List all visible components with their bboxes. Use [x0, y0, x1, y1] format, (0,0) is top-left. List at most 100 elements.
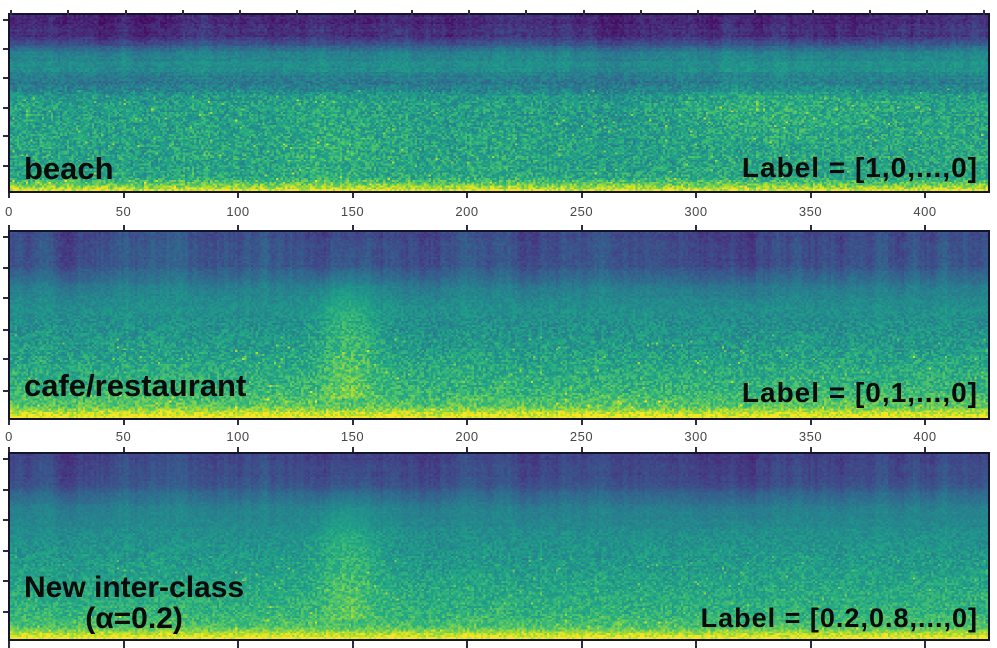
x-axis-tick-label: 0	[5, 429, 13, 444]
x-axis-row-bottom	[8, 641, 990, 648]
x-axis-tick	[351, 420, 354, 425]
left-tick	[3, 390, 8, 392]
top-minor-tick	[811, 10, 814, 15]
top-minor-tick	[67, 10, 70, 15]
x-axis-tick	[809, 447, 812, 452]
x-axis-tick	[466, 193, 468, 198]
x-axis-tick	[351, 447, 354, 452]
x-axis-tick	[466, 225, 468, 230]
spectrogram-panel-mix: New inter-class (α=0.2) Label = [0.2,0.8…	[3, 452, 990, 641]
left-tick	[3, 458, 8, 460]
x-axis-tick	[8, 225, 10, 230]
x-axis-tick	[466, 420, 468, 425]
x-axis-tick	[924, 420, 926, 425]
x-axis-tick	[237, 641, 239, 648]
top-minor-tick	[983, 10, 986, 15]
x-axis-tick	[924, 641, 926, 648]
spectrogram-panel-beach: beach Label = [1,0,...,0]	[3, 10, 990, 193]
x-axis-row-2: 0 50 100 150 200 250 300 350 400	[5, 420, 990, 452]
x-axis-row-1: 0 50 100 150 200 250 300 350 400	[5, 193, 990, 230]
top-minor-tick	[410, 10, 413, 15]
x-axis-tick	[466, 641, 468, 648]
spectrogram-canvas-beach	[10, 15, 988, 191]
left-tick	[3, 236, 8, 238]
left-tick	[3, 19, 8, 21]
x-axis-tick-label: 100	[226, 204, 250, 219]
top-minor-tick	[296, 10, 299, 15]
top-minor-tick	[639, 10, 642, 15]
top-minor-tick	[10, 10, 12, 15]
left-tick	[3, 135, 8, 137]
x-axis-tick	[122, 641, 125, 648]
x-axis-tick-label: 150	[340, 429, 365, 444]
top-minor-tick	[868, 10, 871, 15]
label-vector-cafe: Label = [0,1,...,0]	[741, 376, 978, 408]
x-axis-tick	[924, 225, 926, 230]
x-axis-tick	[122, 193, 125, 198]
top-minor-tick	[697, 10, 699, 15]
x-axis-tick	[237, 225, 239, 230]
x-axis-tick	[8, 641, 10, 648]
top-minor-tick	[926, 10, 928, 15]
class-caption-cafe: cafe/restaurant	[24, 367, 247, 403]
left-tick	[3, 611, 8, 613]
x-axis-tick	[580, 193, 583, 198]
x-axis-tick	[351, 225, 354, 230]
left-tick	[3, 107, 8, 109]
top-minor-tick	[754, 10, 757, 15]
x-axis-tick	[122, 420, 125, 425]
x-axis-tick-label: 400	[913, 204, 937, 219]
x-axis-tick	[695, 641, 697, 648]
x-axis-tick	[809, 225, 812, 230]
top-minor-tick	[124, 10, 127, 15]
x-axis-tick	[580, 641, 583, 648]
left-tick	[3, 77, 8, 79]
class-caption-mix-line1: New inter-class	[24, 570, 245, 604]
x-axis-tick	[237, 193, 239, 198]
x-axis-tick-label: 300	[684, 204, 708, 219]
x-axis-tick-label: 50	[115, 429, 132, 444]
x-axis-tick	[122, 225, 125, 230]
x-axis-tick	[695, 447, 697, 452]
x-axis-tick	[8, 447, 10, 452]
left-tick	[3, 165, 8, 167]
x-axis-tick-label: 100	[226, 429, 250, 444]
x-axis-tick	[8, 420, 10, 425]
x-axis-tick-label: 250	[569, 429, 594, 444]
x-axis-tick-label: 250	[569, 204, 594, 219]
x-axis-tick-label: 300	[684, 429, 708, 444]
class-caption-mix: New inter-class (α=0.2)	[24, 570, 245, 635]
x-axis-tick-label: 150	[340, 204, 365, 219]
label-vector-mix: Label = [0.2,0.8,...,0]	[700, 602, 978, 633]
spectrogram-canvas-cafe	[10, 232, 988, 418]
left-tick	[3, 550, 8, 552]
class-caption-beach: beach	[24, 150, 114, 186]
x-axis-tick-label: 400	[913, 429, 937, 444]
label-vector-beach: Label = [1,0,...,0]	[741, 151, 978, 183]
top-minor-tick	[239, 10, 241, 15]
top-minor-tick	[525, 10, 528, 15]
left-tick	[3, 489, 8, 491]
class-caption-mix-line2: (α=0.2)	[85, 601, 183, 635]
x-axis-tick-label: 200	[455, 204, 479, 219]
x-axis-tick	[580, 225, 583, 230]
left-tick	[3, 297, 8, 299]
top-minor-tick	[181, 10, 184, 15]
left-tick	[3, 48, 8, 50]
x-axis-tick	[122, 447, 125, 452]
x-axis-tick	[351, 193, 354, 198]
left-tick	[3, 580, 8, 582]
x-axis-tick	[924, 193, 926, 198]
x-axis-tick	[809, 420, 812, 425]
x-axis-tick	[580, 447, 583, 452]
x-axis-tick-label: 350	[798, 429, 823, 444]
x-axis-tick	[695, 193, 697, 198]
x-axis-tick-label: 0	[5, 204, 13, 219]
x-axis-tick	[580, 420, 583, 425]
left-tick	[3, 358, 8, 360]
x-axis-tick	[237, 447, 239, 452]
x-axis-tick	[809, 193, 812, 198]
x-axis-tick	[351, 641, 354, 648]
x-axis-tick-label: 50	[115, 204, 132, 219]
top-minor-tick	[353, 10, 356, 15]
